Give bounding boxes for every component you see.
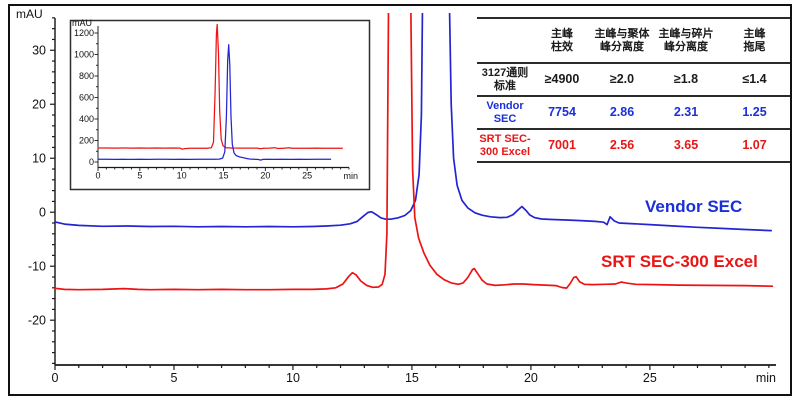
main-x-tick-label: 5: [171, 371, 178, 385]
header-line: 峰分离度: [600, 40, 644, 53]
header-line: 主峰与碎片: [658, 27, 714, 40]
inset-x-tick-label: 10: [177, 171, 187, 181]
table-cell: ≤1.4: [742, 72, 767, 87]
row-label-line: 300 Excel: [479, 145, 531, 158]
figure-border: [8, 4, 792, 396]
table-header-row: 主峰 柱效 主峰与聚体 峰分离度 主峰与碎片 峰分离度 主峰 拖尾: [477, 19, 790, 64]
inset-trace-blue: [97, 44, 332, 161]
main-y-tick-label: 30: [32, 44, 46, 58]
main-x-tick-label: 25: [643, 371, 657, 385]
inset-y-tick-label: 400: [79, 114, 94, 124]
table-cell: ≥2.0: [609, 72, 635, 87]
main-chart: 0 5 10 15 20 25 30 20 10 0 -10 -20 mAU min: [16, 7, 776, 385]
comparison-table: 主峰 柱效 主峰与聚体 峰分离度 主峰与碎片 峰分离度 主峰 拖尾 3127通则…: [477, 17, 790, 163]
main-x-axis-unit-label: min: [756, 371, 776, 385]
header-line: 主峰: [743, 27, 766, 40]
table-cell: ≥1.8: [673, 72, 699, 87]
main-x-tick-label: 0: [52, 371, 59, 385]
main-y-tick-label: 0: [39, 206, 46, 220]
header-line: 主峰: [551, 27, 573, 40]
main-y-tick-label: -10: [28, 260, 46, 274]
inset-y-tick-label: 0: [89, 157, 94, 167]
inset-x-tick-label: 5: [137, 171, 142, 181]
inset-x-tick-label: 25: [302, 171, 312, 181]
main-x-tick-label: 10: [286, 371, 300, 385]
inset-y-tick-label: 200: [79, 136, 94, 146]
table-header-column-efficiency: 主峰 柱效: [533, 28, 591, 53]
row-label-line: SRT SEC-: [479, 132, 531, 145]
table-cell: 2.31: [673, 105, 699, 120]
row-label-line: Vendor: [486, 99, 524, 112]
inset-y-tick-label: 1000: [74, 50, 94, 60]
inset-x-axis-unit-label: min: [343, 171, 358, 181]
inset-y-axis-unit-label: mAU: [72, 18, 92, 28]
table-cell: 1.25: [742, 105, 767, 120]
inset-x-tick-label: 20: [260, 171, 270, 181]
main-y-tick-label: -20: [28, 314, 46, 328]
inset-trace-red: [97, 24, 343, 150]
inset-x-tick-label: 0: [95, 171, 100, 181]
main-trace-blue: [54, 13, 773, 232]
table-cell: 7754: [548, 105, 576, 120]
srt-sec-300-trace-label: SRT SEC-300 Excel: [601, 252, 758, 271]
inset-y-tick-label: 800: [79, 71, 94, 81]
main-y-axis-unit-label: mAU: [16, 7, 43, 21]
inset-y-tick-label: 600: [79, 93, 94, 103]
table-row-srt-sec-300: SRT SEC- 300 Excel 7001 2.56 3.65 1.07: [477, 130, 790, 163]
table-cell: 2.86: [609, 105, 635, 120]
main-y-tick-label: 20: [32, 98, 46, 112]
row-label-line: SEC: [493, 112, 517, 125]
header-line: 峰分离度: [664, 40, 708, 53]
table-cell: 3.65: [673, 138, 699, 153]
row-label: SRT SEC- 300 Excel: [477, 133, 533, 158]
table-cell: ≥4900: [544, 72, 580, 87]
table-header-aggregate-resolution: 主峰与聚体 峰分离度: [591, 28, 653, 53]
header-line: 主峰与聚体: [594, 27, 650, 40]
main-y-tick-label: 10: [32, 152, 46, 166]
main-trace-red: [54, 13, 774, 291]
row-label: 3127通则 标准: [477, 67, 533, 92]
main-x-tick-label: 20: [524, 371, 538, 385]
row-label-line: 标准: [494, 79, 516, 92]
main-x-tick-label: 15: [405, 371, 419, 385]
inset-x-tick-label: 15: [218, 171, 228, 181]
row-label-line: 3127通则: [481, 66, 529, 79]
table-cell: 7001: [548, 138, 576, 153]
inset-y-tick-label: 1200: [74, 28, 94, 38]
table-row-standard: 3127通则 标准 ≥4900 ≥2.0 ≥1.8 ≤1.4: [477, 64, 790, 97]
table-header-fragment-resolution: 主峰与碎片 峰分离度: [653, 28, 719, 53]
table-row-vendor-sec: Vendor SEC 7754 2.86 2.31 1.25: [477, 97, 790, 130]
vendor-sec-trace-label: Vendor SEC: [645, 197, 743, 216]
table-header-tailing: 主峰 拖尾: [719, 28, 790, 53]
header-line: 拖尾: [743, 40, 766, 53]
table-cell: 1.07: [742, 138, 767, 153]
row-label: Vendor SEC: [477, 100, 533, 125]
table-cell: 2.56: [609, 138, 635, 153]
header-line: 柱效: [551, 40, 573, 53]
